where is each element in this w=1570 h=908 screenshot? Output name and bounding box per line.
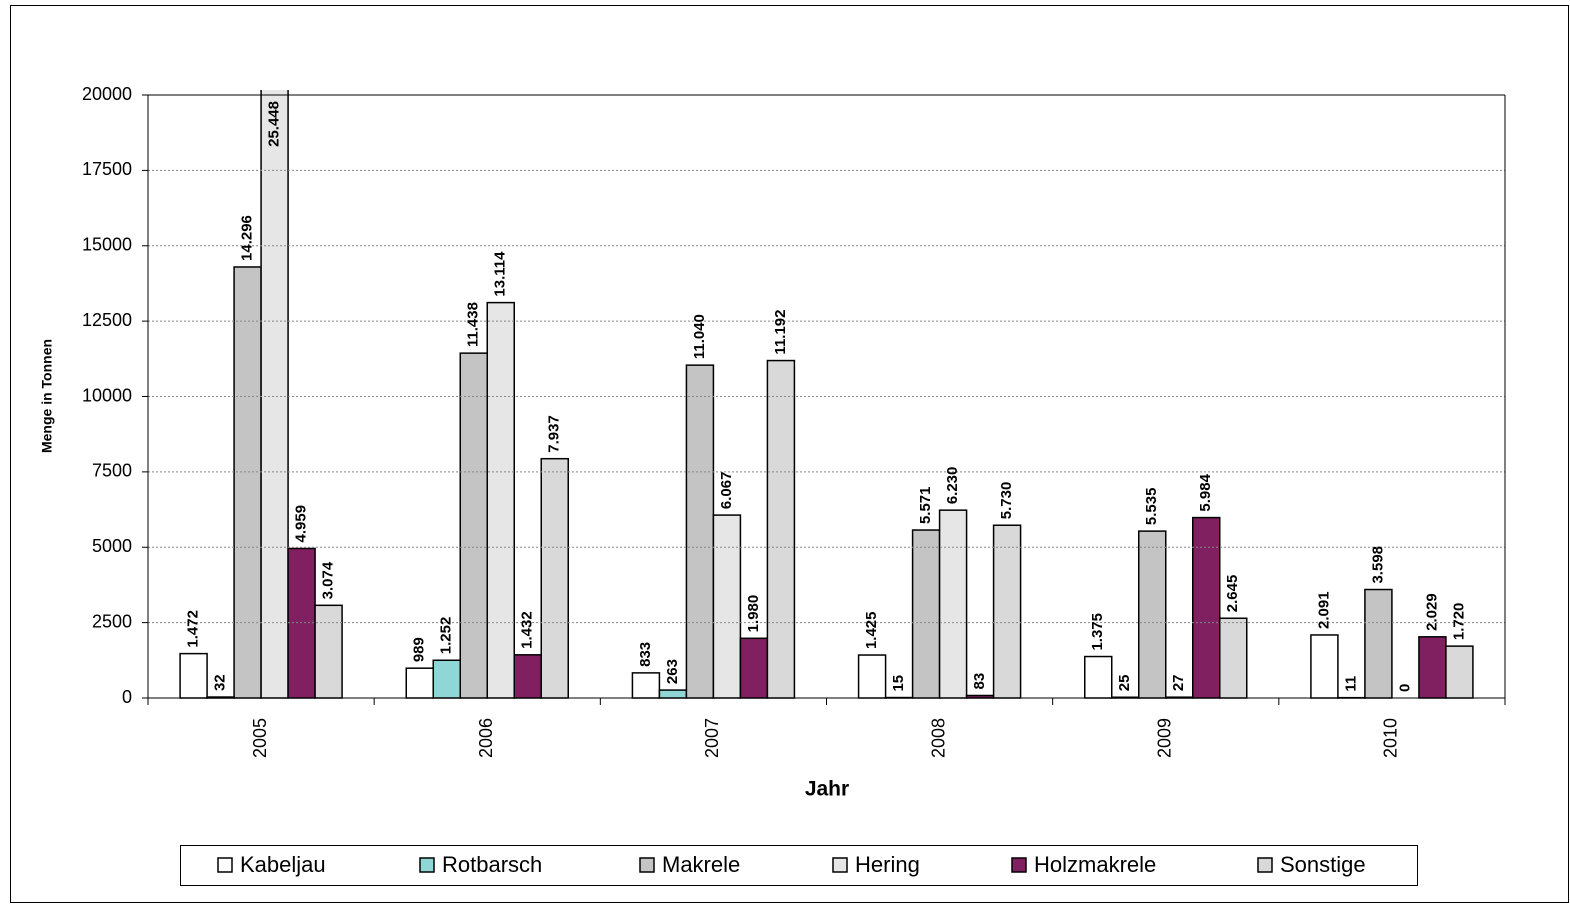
value-label: 3.598 xyxy=(1369,546,1386,584)
bar xyxy=(1085,657,1112,698)
bar xyxy=(406,668,433,698)
bar xyxy=(1193,518,1220,698)
legend-label: Rotbarsch xyxy=(442,852,542,877)
value-label: 7.937 xyxy=(546,415,563,453)
bar xyxy=(994,525,1021,698)
y-tick-label: 17500 xyxy=(82,159,132,179)
value-label: 2.645 xyxy=(1224,575,1241,613)
bar xyxy=(740,638,767,698)
bar xyxy=(514,655,541,698)
y-tick-label: 5000 xyxy=(92,536,132,556)
bar xyxy=(713,515,740,698)
bar xyxy=(767,361,794,698)
value-label: 14.296 xyxy=(239,215,256,261)
bar xyxy=(541,459,568,698)
value-label: 27 xyxy=(1170,674,1187,691)
legend-swatch xyxy=(1012,858,1026,872)
value-label: 4.959 xyxy=(293,505,310,543)
x-tick-label: 2008 xyxy=(928,718,948,758)
x-tick-label: 2007 xyxy=(702,718,722,758)
y-tick-label: 15000 xyxy=(82,235,132,255)
x-tick-label: 2010 xyxy=(1381,718,1401,758)
value-label: 1.980 xyxy=(745,595,762,633)
bar xyxy=(487,303,514,698)
value-label: 25.448 xyxy=(266,101,283,147)
bar xyxy=(180,654,207,698)
x-tick-label: 2006 xyxy=(476,718,496,758)
value-label: 2.029 xyxy=(1423,593,1440,631)
value-label: 11.192 xyxy=(772,309,789,354)
bar xyxy=(460,353,487,698)
bar xyxy=(234,267,261,698)
value-label: 83 xyxy=(971,673,988,690)
value-label: 11 xyxy=(1342,676,1359,692)
y-tick-label: 12500 xyxy=(82,310,132,330)
bar xyxy=(1220,618,1247,698)
value-label: 13.114 xyxy=(492,251,509,297)
legend-label: Makrele xyxy=(662,852,740,877)
x-tick-label: 2009 xyxy=(1155,718,1175,758)
value-label: 5.571 xyxy=(917,486,934,524)
legend-swatch xyxy=(640,858,654,872)
value-label: 1.720 xyxy=(1450,603,1467,641)
y-tick-label: 7500 xyxy=(92,461,132,481)
value-label: 1.252 xyxy=(438,617,455,655)
value-label: 1.472 xyxy=(185,610,202,648)
value-label: 263 xyxy=(664,659,681,684)
bar xyxy=(433,660,460,698)
bar xyxy=(686,365,713,698)
bar xyxy=(913,530,940,698)
bar xyxy=(1139,531,1166,698)
value-label: 5.535 xyxy=(1143,488,1160,526)
legend-swatch xyxy=(218,858,232,872)
value-label: 3.074 xyxy=(320,561,337,599)
bar xyxy=(288,548,315,698)
value-label: 2.091 xyxy=(1315,591,1332,629)
x-tick-label: 2005 xyxy=(250,718,270,758)
legend-label: Holzmakrele xyxy=(1034,852,1156,877)
y-axis-label: Menge in Tonnen xyxy=(39,339,55,453)
value-label: 32 xyxy=(212,674,229,691)
y-tick-label: 0 xyxy=(122,687,132,707)
value-label: 1.425 xyxy=(863,611,880,649)
y-tick-label: 2500 xyxy=(92,611,132,631)
value-label: 6.067 xyxy=(718,472,735,510)
value-label: 1.375 xyxy=(1089,613,1106,651)
value-label: 5.984 xyxy=(1197,473,1214,511)
x-axis-label: Jahr xyxy=(805,778,849,801)
value-label: 11.040 xyxy=(691,314,708,359)
bar xyxy=(315,605,342,698)
value-label: 989 xyxy=(411,637,428,662)
legend-label: Kabeljau xyxy=(240,852,326,877)
bar xyxy=(940,510,967,698)
bar xyxy=(1419,637,1446,698)
legend xyxy=(181,846,1418,886)
legend-swatch xyxy=(833,858,847,872)
value-label: 11.438 xyxy=(465,302,482,347)
bar xyxy=(632,673,659,698)
bar xyxy=(859,655,886,698)
legend-swatch xyxy=(420,858,434,872)
value-label: 5.730 xyxy=(998,482,1015,520)
bar xyxy=(1365,590,1392,698)
bar xyxy=(1446,646,1473,698)
legend-label: Sonstige xyxy=(1280,852,1366,877)
bar xyxy=(1311,635,1338,698)
value-label: 833 xyxy=(637,642,654,667)
value-label: 25 xyxy=(1116,675,1133,692)
legend-label: Hering xyxy=(855,852,920,877)
value-label: 1.432 xyxy=(519,611,536,649)
legend-swatch xyxy=(1258,858,1272,872)
y-tick-label: 10000 xyxy=(82,385,132,405)
value-label: 0 xyxy=(1396,684,1413,692)
bar xyxy=(659,690,686,698)
value-label: 15 xyxy=(890,675,907,692)
value-label: 6.230 xyxy=(944,467,961,505)
y-tick-label: 20000 xyxy=(82,84,132,104)
